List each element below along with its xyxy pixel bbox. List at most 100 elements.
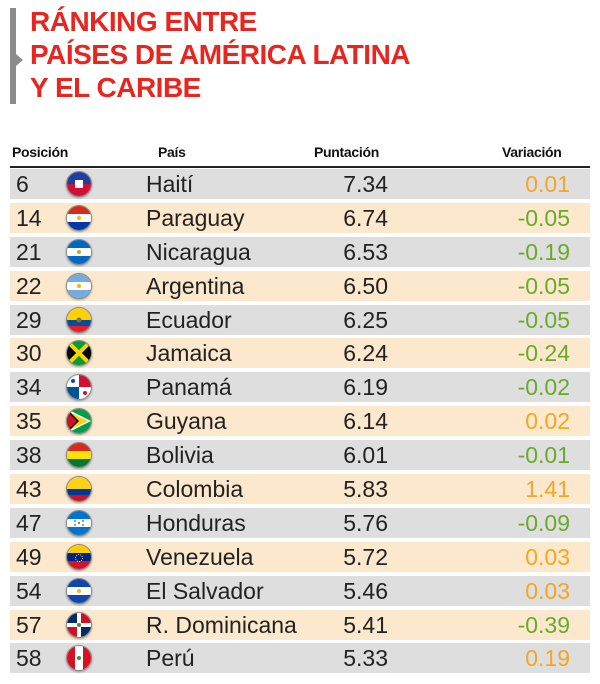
row-country: El Salvador [146,577,264,604]
table-row: 30 Jamaica 6.24 -0.24 [10,338,590,369]
row-score: 6.14 [343,408,388,435]
dominican-flag-icon [66,611,92,638]
el-salvador-flag-icon [66,577,92,604]
header-variation: Variación [502,144,562,160]
title-accent-bar [10,8,16,104]
title-line-1: RÁNKING ENTRE [30,6,257,37]
row-score: 6.25 [343,306,388,333]
row-position: 47 [16,509,42,536]
row-country: Nicaragua [146,238,251,265]
title-line-3: Y EL CARIBE [30,72,201,103]
table-row: 54 El Salvador 5.46 0.03 [10,575,590,606]
table-row: 38 Bolivia 6.01 -0.01 [10,440,590,471]
row-variation: -0.39 [517,611,570,638]
row-position: 22 [16,272,42,299]
row-country: R. Dominicana [146,611,297,638]
table-row: 6 Haití 7.34 0.01 [10,169,590,199]
row-variation: -0.05 [517,306,570,333]
honduras-flag-icon [66,509,92,536]
row-position: 38 [16,442,42,469]
panama-flag-icon [66,374,92,401]
row-country: Paraguay [146,204,245,231]
ranking-table: 6 Haití 7.34 0.01 14 Paraguay 6.74 -0.05 21 Nicar… [10,169,590,677]
table-row: 47 Honduras 5.76 -0.09 [10,507,590,538]
row-position: 30 [16,340,42,367]
row-country: Panamá [146,374,232,401]
row-country: Ecuador [146,306,232,333]
row-variation: 0.19 [525,645,570,672]
table-row: 35 Guyana 6.14 0.02 [10,406,590,437]
row-position: 57 [16,611,42,638]
row-country: Colombia [146,476,244,503]
row-score: 6.50 [343,272,388,299]
table-row: 57 R. Dominicana 5.41 -0.39 [10,609,590,640]
table-header: Posición País Puntación Variación [10,140,590,168]
row-position: 6 [16,171,29,197]
title-chevron-icon [16,54,23,66]
header-position: Posición [12,144,68,160]
row-position: 21 [16,238,42,265]
row-variation: -0.01 [517,442,570,469]
row-variation: 0.03 [525,543,570,570]
row-variation: -0.24 [517,340,570,367]
row-position: 35 [16,408,42,435]
row-variation: 1.41 [525,476,570,503]
row-country: Guyana [146,408,227,435]
row-score: 5.46 [343,577,388,604]
row-score: 7.34 [343,171,388,197]
peru-flag-icon [66,645,92,672]
venezuela-flag-icon [66,543,92,570]
row-variation: -0.09 [517,509,570,536]
row-country: Jamaica [146,340,232,367]
row-score: 6.01 [343,442,388,469]
bolivia-flag-icon [66,442,92,469]
row-variation: -0.05 [517,272,570,299]
row-country: Bolivia [146,442,214,469]
argentina-flag-icon [66,272,92,299]
guyana-flag-icon [66,408,92,435]
row-position: 34 [16,374,42,401]
row-score: 5.76 [343,509,388,536]
row-country: Honduras [146,509,246,536]
row-score: 5.41 [343,611,388,638]
row-position: 49 [16,543,42,570]
table-row: 49 Venezuela 5.72 0.03 [10,541,590,572]
row-variation: -0.02 [517,374,570,401]
row-score: 6.53 [343,238,388,265]
row-position: 14 [16,204,42,231]
row-score: 5.83 [343,476,388,503]
row-variation: 0.02 [525,408,570,435]
row-position: 43 [16,476,42,503]
row-country: Venezuela [146,543,254,570]
row-score: 5.72 [343,543,388,570]
row-score: 5.33 [343,645,388,672]
row-score: 6.24 [343,340,388,367]
title-line-2: PAÍSES DE AMÉRICA LATINA [30,39,411,70]
row-position: 58 [16,645,42,672]
header-score: Puntación [314,144,379,160]
nicaragua-flag-icon [66,238,92,265]
jamaica-flag-icon [66,340,92,367]
table-row: 21 Nicaragua 6.53 -0.19 [10,236,590,267]
row-variation: -0.05 [517,204,570,231]
row-score: 6.74 [343,204,388,231]
row-variation: 0.01 [525,171,570,197]
row-position: 54 [16,577,42,604]
title-block: RÁNKING ENTRE PAÍSES DE AMÉRICA LATINA Y… [10,6,590,106]
table-row: 58 Perú 5.33 0.19 [10,643,590,674]
colombia-flag-icon [66,476,92,503]
header-country: País [158,144,186,160]
paraguay-flag-icon [66,204,92,231]
row-position: 29 [16,306,42,333]
row-country: Perú [146,645,195,672]
table-row: 14 Paraguay 6.74 -0.05 [10,202,590,233]
ecuador-flag-icon [66,306,92,333]
table-row: 43 Colombia 5.83 1.41 [10,474,590,505]
row-country: Haití [146,171,194,197]
table-row: 29 Ecuador 6.25 -0.05 [10,304,590,335]
table-row: 34 Panamá 6.19 -0.02 [10,372,590,403]
row-score: 6.19 [343,374,388,401]
row-variation: -0.19 [517,238,570,265]
table-row: 22 Argentina 6.50 -0.05 [10,270,590,301]
haiti-flag-icon [66,171,92,197]
